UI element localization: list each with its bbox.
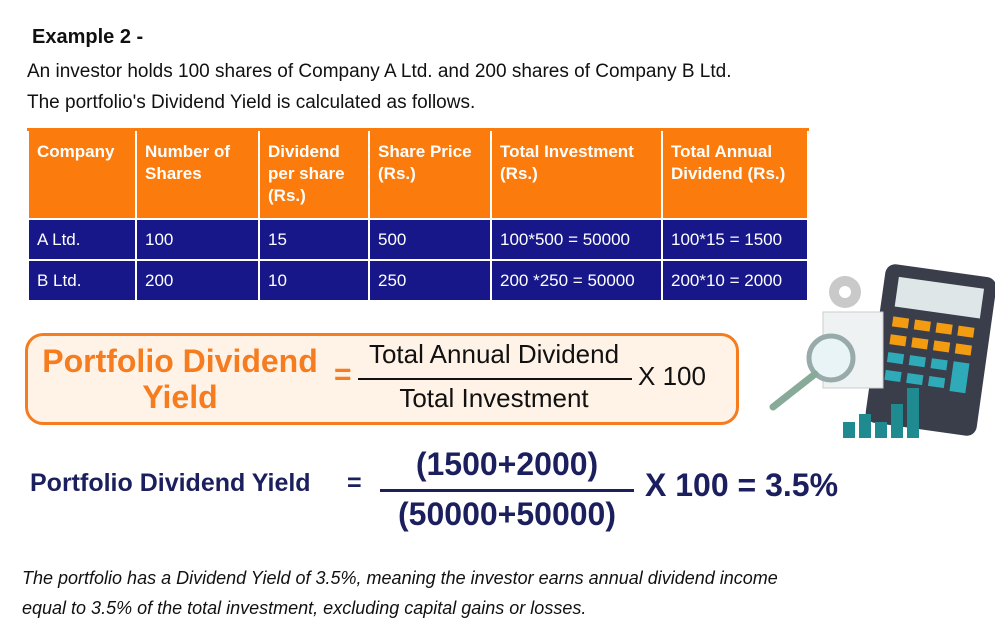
data-table: Company Number of Shares Dividend per shar… bbox=[27, 128, 809, 302]
header-cell: Dividend per share (Rs.) bbox=[258, 128, 370, 220]
formula-label: Portfolio Dividend Yield bbox=[42, 343, 318, 415]
header-cell: Company bbox=[27, 128, 137, 220]
intro-line: The portfolio's Dividend Yield is calcul… bbox=[27, 92, 476, 113]
table-cell: A Ltd. bbox=[27, 218, 137, 261]
header-row: Company Number of Shares Dividend per shar… bbox=[27, 128, 809, 220]
table-cell: 250 bbox=[368, 259, 492, 302]
table-cell: 200 bbox=[135, 259, 260, 302]
header-cell: Total Annual Dividend (Rs.) bbox=[661, 128, 809, 220]
calculation-denominator: (50000+50000) bbox=[398, 496, 616, 532]
heading: Example 2 - bbox=[32, 26, 144, 48]
table-cell: 100*500 = 50000 bbox=[490, 218, 663, 261]
formula-multiplier: X 100 bbox=[638, 361, 706, 391]
fraction-line bbox=[358, 378, 632, 380]
intro-line: An investor holds 100 shares of Company … bbox=[27, 61, 732, 82]
calculation-equals: = bbox=[347, 469, 362, 497]
table-row: A Ltd. 100 15 500 100*500 = 50000 100*15 = 15… bbox=[27, 218, 809, 261]
conclusion: The portfolio has a Dividend Yield of 3.… bbox=[22, 563, 778, 623]
calculation-result: X 100 = 3.5% bbox=[645, 467, 839, 503]
formula-equals: = bbox=[334, 358, 352, 391]
table-cell: 100*15 = 1500 bbox=[661, 218, 809, 261]
table-cell: 200 *250 = 50000 bbox=[490, 259, 663, 302]
conclusion-line: The portfolio has a Dividend Yield of 3.… bbox=[22, 568, 778, 588]
table-body: A Ltd. 100 15 500 100*500 = 50000 100*15 = 15… bbox=[27, 218, 809, 302]
calculator-illustration bbox=[769, 264, 995, 438]
formula-numerator: Total Annual Dividend bbox=[368, 339, 620, 369]
table-cell: 500 bbox=[368, 218, 492, 261]
table-cell: 200*10 = 2000 bbox=[661, 259, 809, 302]
table-cell: 15 bbox=[258, 218, 370, 261]
header-cell: Total Investment (Rs.) bbox=[490, 128, 663, 220]
table-cell: 10 bbox=[258, 259, 370, 302]
table-row: B Ltd. 200 10 250 200 *250 = 50000 200*10 = 2… bbox=[27, 259, 809, 302]
table-cell: B Ltd. bbox=[27, 259, 137, 302]
table-cell: 100 bbox=[135, 218, 260, 261]
header-cell: Share Price (Rs.) bbox=[368, 128, 492, 220]
calculation-numerator: (1500+2000) bbox=[415, 446, 599, 482]
header-cell: Number of Shares bbox=[135, 128, 260, 220]
fraction-line bbox=[380, 489, 634, 492]
formula-denominator: Total Investment bbox=[399, 383, 589, 413]
calculation-label: Portfolio Dividend Yield bbox=[30, 469, 311, 497]
conclusion-line: equal to 3.5% of the total investment, e… bbox=[22, 598, 587, 618]
